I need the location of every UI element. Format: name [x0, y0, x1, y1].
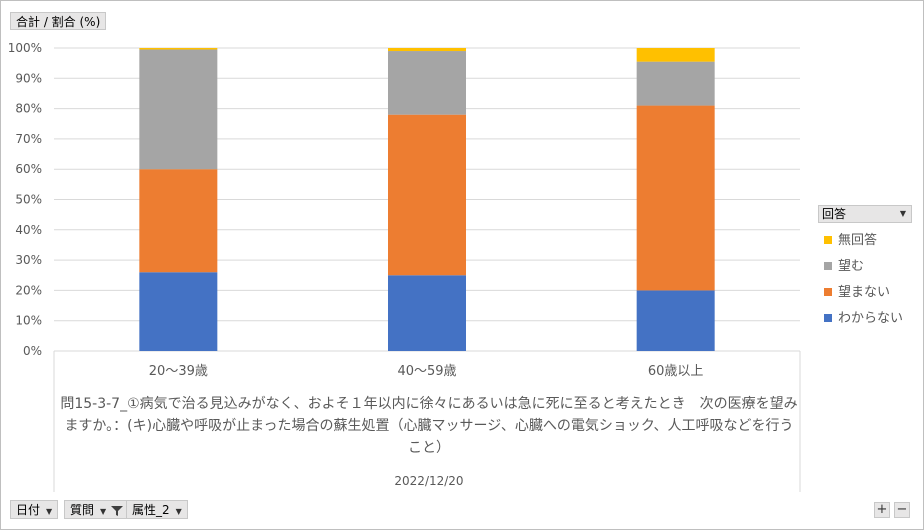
- legend-item-dont-know: わからない: [824, 307, 903, 326]
- filter-question-label: 質問: [70, 503, 95, 517]
- filter-attribute-label: 属性_2: [132, 503, 170, 517]
- chevron-down-icon: ▼: [100, 507, 107, 516]
- y-tick-label: 100%: [8, 41, 42, 55]
- chevron-down-icon: ▼: [899, 209, 906, 218]
- x-tick-label: 40〜59歳: [397, 364, 456, 379]
- minus-icon: −: [896, 502, 908, 517]
- x-tick-label: 20〜39歳: [149, 364, 208, 379]
- legend-label: 望まない: [838, 285, 891, 300]
- date-label: 2022/12/20: [394, 474, 464, 488]
- legend-swatch: [824, 287, 832, 296]
- y-tick-label: 10%: [15, 314, 42, 328]
- legend-swatch: [824, 235, 832, 244]
- y-tick-label: 90%: [15, 71, 42, 85]
- bar-segment[interactable]: [139, 169, 218, 273]
- value-field-button[interactable]: 合計 / 割合 (%): [10, 12, 107, 30]
- bar-segment[interactable]: [388, 51, 466, 115]
- question-text: 問15-3-7_①病気で治る見込みがなく、およそ１年以内に徐々にあるいは急に死に…: [60, 396, 798, 456]
- bar-segment[interactable]: [139, 272, 218, 351]
- legend-label: 望む: [838, 259, 865, 274]
- legend-item-want: 望む: [824, 255, 864, 274]
- y-tick-label: 40%: [15, 223, 42, 237]
- bar-segment[interactable]: [636, 48, 715, 62]
- bar-segment[interactable]: [636, 105, 715, 291]
- y-tick-label: 50%: [15, 193, 42, 207]
- expand-button[interactable]: +: [874, 502, 890, 518]
- filter-icon: [111, 505, 123, 516]
- y-tick-label: 80%: [15, 102, 42, 116]
- bar-segment[interactable]: [388, 114, 466, 276]
- legend-field-button[interactable]: 回答 ▼: [818, 205, 912, 223]
- legend-swatch: [824, 261, 832, 270]
- y-tick-label: 70%: [15, 132, 42, 146]
- y-tick-label: 0%: [23, 344, 42, 358]
- legend-label: わからない: [838, 311, 904, 326]
- x-tick-label: 60歳以上: [648, 364, 704, 379]
- legend-label: 無回答: [838, 233, 878, 248]
- chevron-down-icon: ▼: [175, 507, 182, 516]
- bar-segment[interactable]: [388, 275, 466, 351]
- collapse-button[interactable]: −: [894, 502, 910, 518]
- legend-title: 回答: [822, 207, 847, 221]
- bar-segment[interactable]: [139, 48, 218, 50]
- y-tick-label: 30%: [15, 253, 42, 267]
- legend-item-no-answer: 無回答: [824, 229, 877, 248]
- filter-question-button[interactable]: 質問 ▼: [64, 500, 129, 519]
- chevron-down-icon: ▼: [46, 507, 53, 516]
- legend-item-not-want: 望まない: [824, 281, 890, 300]
- value-field-label: 合計 / 割合 (%): [16, 15, 101, 29]
- bar-segment[interactable]: [388, 48, 466, 52]
- legend-swatch: [824, 313, 832, 322]
- filter-date-button[interactable]: 日付 ▼: [10, 500, 59, 519]
- y-tick-label: 20%: [15, 283, 42, 297]
- bar-segment[interactable]: [139, 49, 218, 170]
- y-tick-label: 60%: [15, 162, 42, 176]
- bar-segment[interactable]: [636, 61, 715, 106]
- plus-icon: +: [876, 502, 888, 517]
- bar-segment[interactable]: [636, 290, 715, 351]
- filter-date-label: 日付: [16, 503, 41, 517]
- filter-attribute-button[interactable]: 属性_2 ▼: [126, 500, 188, 519]
